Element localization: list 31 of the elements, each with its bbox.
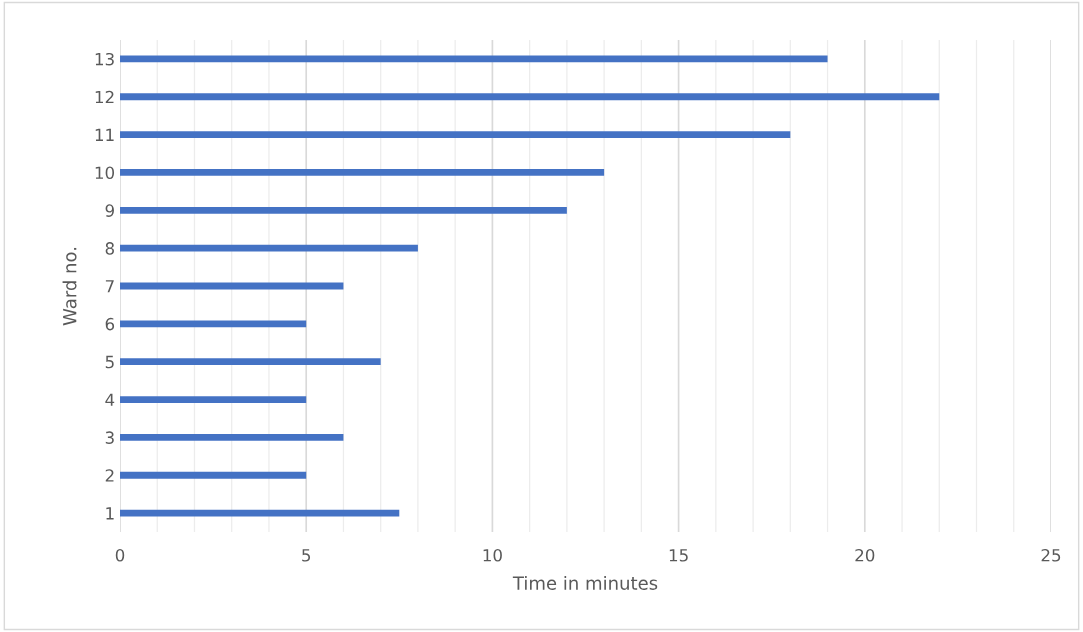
bar [120, 131, 791, 139]
x-tick-label: 25 [1041, 548, 1061, 562]
y-tick-label: 1 [106, 507, 114, 520]
y-tick-label: 9 [105, 204, 114, 217]
x-tick-label: 15 [669, 549, 688, 562]
bar [120, 206, 567, 214]
y-tick-label: 3 [105, 431, 114, 444]
y-axis-title: Ward no. [62, 247, 77, 326]
bar [120, 93, 940, 101]
y-tick-label: 2 [105, 469, 114, 482]
bar [120, 244, 418, 252]
bar [120, 433, 344, 441]
y-tick-label: 13 [95, 52, 114, 66]
bar [120, 396, 307, 403]
y-tick-label: 11 [95, 128, 114, 141]
x-tick-label: 10 [483, 548, 502, 562]
y-tick-label: 10 [95, 166, 115, 180]
bar [120, 471, 307, 479]
x-tick-label: 20 [855, 548, 875, 562]
y-tick-label: 12 [95, 90, 114, 104]
bar [120, 169, 605, 176]
x-tick-label: 0 [115, 548, 125, 562]
y-tick-label: 8 [105, 242, 114, 255]
y-tick-label: 5 [105, 355, 114, 369]
x-axis-title: Time in minutes [512, 575, 658, 590]
x-tick-label: 5 [302, 549, 311, 562]
y-tick-label: 4 [105, 393, 115, 406]
bar [120, 358, 381, 366]
bar [120, 320, 307, 328]
y-tick-label: 7 [105, 280, 114, 293]
y-tick-label: 6 [105, 317, 115, 331]
